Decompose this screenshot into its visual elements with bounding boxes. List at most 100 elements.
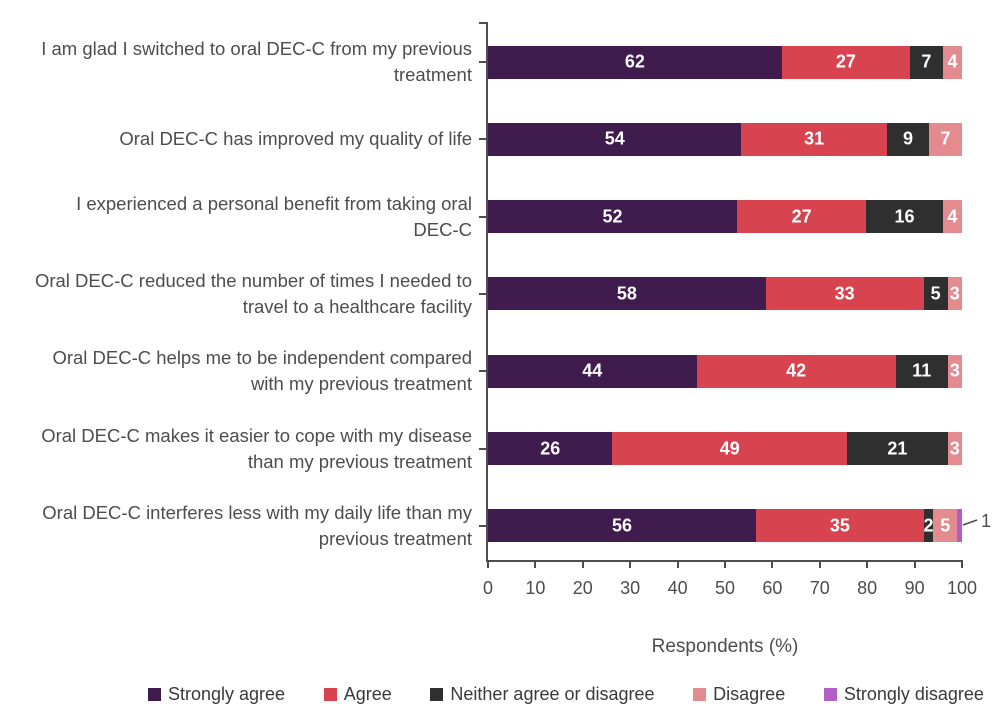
x-tick	[676, 562, 679, 568]
bar-segment-neither-agree-or-disagree: 11	[895, 354, 948, 388]
bar-row: 56 35 2 5	[488, 509, 962, 543]
category-label: Oral DEC-C makes it easier to cope with …	[41, 424, 472, 472]
y-axis-top-tick	[479, 22, 486, 24]
y-tick	[479, 447, 486, 450]
y-tick	[479, 292, 486, 295]
segment-value-label: 5	[930, 283, 941, 304]
x-tick-label: 0	[482, 578, 493, 598]
x-tick-label: 30	[620, 578, 641, 598]
segment-value-label: 27	[791, 206, 812, 227]
category-label: I experienced a personal benefit from ta…	[76, 192, 472, 240]
category-label: I am glad I switched to oral DEC-C from …	[41, 38, 472, 85]
x-tick-label: 70	[809, 578, 830, 598]
segment-value-label: 21	[887, 438, 908, 458]
x-axis-line	[486, 560, 963, 562]
x-tick-label: 100	[946, 578, 978, 598]
segment-value-label: 33	[834, 283, 855, 304]
segment-value-label: 31	[804, 128, 825, 149]
bar-segment-agree: 49	[612, 432, 848, 465]
x-tick-label: 20	[572, 578, 593, 598]
bar-segment-disagree: 5	[933, 509, 958, 543]
x-tick-label: 40	[667, 578, 688, 598]
bar-segment-strongly-agree: 26	[488, 432, 613, 465]
legend-label: Strongly disagree	[843, 683, 984, 704]
x-tick-label: 80	[857, 578, 878, 598]
segment-value-label: 58	[616, 283, 637, 304]
y-tick	[479, 138, 486, 141]
legend-label: Agree	[343, 683, 392, 704]
segment-value-label: 4	[947, 206, 958, 227]
legend-item: Strongly disagree	[823, 683, 984, 705]
bar-segment-strongly-disagree	[957, 509, 962, 543]
bar-row: 26 49 21 3	[488, 432, 962, 465]
category-label: Oral DEC-C helps me to be independent co…	[52, 347, 472, 395]
bar-segment-strongly-agree: 52	[488, 200, 737, 234]
bar-segment-strongly-agree: 44	[488, 354, 697, 388]
legend-label: Disagree	[713, 683, 786, 704]
legend: Strongly agree Agree Neither agree or disa…	[148, 681, 984, 707]
segment-value-label: 44	[582, 360, 603, 381]
segment-value-label: 52	[602, 206, 623, 227]
bar-segment-neither-agree-or-disagree: 5	[923, 277, 948, 311]
legend-swatch	[823, 687, 837, 701]
segment-value-label: 7	[940, 128, 951, 149]
y-tick	[479, 370, 486, 373]
legend-swatch	[430, 687, 444, 701]
x-tick-label: 10	[525, 578, 546, 598]
bar-row: 58 33 5 3	[488, 277, 962, 311]
x-tick-label: 50	[714, 578, 736, 598]
segment-value-label: 56	[612, 515, 633, 536]
bar-segment-strongly-agree: 56	[488, 509, 757, 543]
segment-value-label: 9	[903, 128, 914, 149]
x-tick	[818, 562, 821, 568]
segment-value-label: 16	[894, 206, 915, 227]
bar-segment-disagree: 3	[947, 354, 962, 388]
segment-value-label: 62	[624, 51, 645, 72]
legend-label: Strongly agree	[168, 683, 286, 704]
segment-value-label: 11	[912, 360, 932, 381]
bar-segment-agree: 35	[756, 509, 924, 543]
bar-segment-disagree: 4	[943, 45, 962, 79]
bar-segment-neither-agree-or-disagree: 16	[866, 200, 943, 234]
y-tick	[479, 215, 486, 218]
x-axis-title: Respondents (%)	[651, 636, 799, 657]
y-tick	[479, 524, 486, 527]
segment-value-label: 3	[949, 283, 960, 304]
segment-value-label: 3	[949, 438, 960, 458]
segment-value-label: 35	[829, 515, 850, 536]
legend-item: Strongly agree	[148, 684, 285, 705]
category-label: Oral DEC-C has improved my quality of li…	[119, 128, 472, 150]
y-tick	[479, 61, 486, 63]
legend-swatch	[693, 687, 707, 701]
x-tick	[771, 562, 774, 568]
legend-item: Neither agree or disagree	[430, 683, 655, 705]
bar-segment-strongly-agree: 58	[488, 277, 766, 311]
y-axis-line	[486, 22, 488, 562]
x-tick	[961, 562, 963, 568]
bar-row: 54 31 9 7	[488, 122, 962, 156]
segment-value-label: 2	[923, 515, 934, 536]
bar-row: 62 27 7 4	[488, 45, 962, 79]
x-tick-label: 90	[904, 578, 925, 598]
segment-value-label: 49	[719, 438, 740, 458]
x-tick-label: 60	[762, 578, 783, 598]
segment-value-label: 7	[921, 51, 932, 72]
legend-item: Agree	[323, 683, 392, 705]
x-tick	[724, 562, 726, 568]
legend-swatch	[148, 687, 161, 701]
bar-segment-disagree: 4	[942, 200, 962, 234]
bar-segment-disagree: 7	[929, 122, 962, 156]
bar-segment-agree: 31	[741, 122, 887, 156]
x-tick	[913, 562, 916, 568]
bar-row: 52 27 16 4	[488, 200, 962, 234]
bar-segment-strongly-agree: 54	[488, 122, 742, 156]
segment-value-label: 26	[540, 438, 561, 458]
segment-value-label: 3	[949, 360, 960, 381]
x-tick	[534, 562, 537, 568]
category-label: Oral DEC-C interferes less with my daily…	[42, 501, 472, 549]
legend-label: Neither agree or disagree	[450, 683, 655, 704]
x-tick	[866, 562, 869, 568]
segment-value-label: 5	[940, 515, 951, 536]
bar-segment-agree: 27	[781, 45, 910, 79]
